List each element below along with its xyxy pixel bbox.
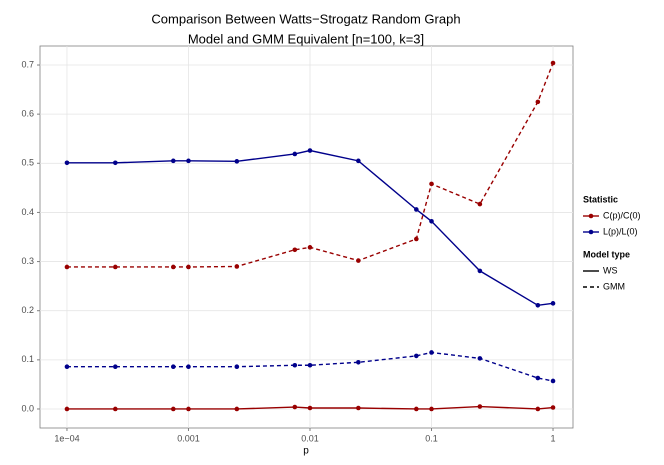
data-point (414, 353, 419, 359)
legend-title: Model type (583, 249, 630, 259)
data-point (477, 268, 483, 274)
data-point (414, 406, 419, 412)
data-point (550, 405, 556, 410)
data-point (550, 378, 556, 384)
legend-label: L(p)/L(0) (603, 226, 638, 236)
data-point (292, 362, 298, 368)
data-point (429, 406, 434, 412)
data-point (429, 181, 434, 187)
x-tick-label: 0.001 (177, 433, 200, 443)
x-tick-label: 0.1 (425, 433, 438, 443)
legend-swatch (588, 213, 594, 219)
data-point (535, 406, 541, 412)
data-point (170, 364, 176, 370)
data-point (113, 406, 118, 412)
y-tick-label: 0.6 (21, 109, 34, 119)
data-point (292, 151, 298, 157)
data-point (170, 406, 176, 412)
data-point (307, 148, 313, 153)
data-point (292, 247, 298, 253)
data-point (234, 159, 240, 164)
data-point (64, 264, 70, 270)
data-point (186, 364, 191, 370)
y-tick-label: 0.1 (21, 354, 34, 364)
data-point (307, 245, 313, 250)
data-point (535, 375, 541, 381)
x-tick-label: 0.01 (301, 433, 319, 443)
data-point (477, 356, 483, 361)
data-point (307, 405, 313, 411)
data-point (356, 158, 361, 164)
data-point (113, 160, 118, 166)
data-point (356, 405, 361, 411)
data-point (356, 360, 361, 365)
data-point (170, 264, 176, 270)
data-point (113, 364, 118, 370)
data-point (356, 258, 361, 263)
legend-label: GMM (603, 281, 625, 291)
data-point (234, 264, 240, 269)
data-point (429, 218, 434, 224)
data-point (186, 264, 191, 270)
data-point (64, 364, 70, 370)
y-tick-label: 0.0 (21, 403, 34, 413)
data-point (477, 201, 483, 207)
data-point (414, 207, 419, 212)
data-point (477, 404, 483, 409)
data-point (307, 362, 313, 368)
chart-title: Model and GMM Equivalent [n=100, k=3] (188, 31, 424, 46)
legend-label: C(p)/C(0) (603, 210, 641, 220)
chart-title: Comparison Between Watts−Strogatz Random… (151, 11, 460, 26)
data-point (186, 406, 191, 412)
data-point (234, 364, 240, 370)
data-point (234, 406, 240, 412)
plot-background (39, 45, 574, 429)
data-point (550, 301, 556, 306)
data-point (292, 404, 298, 410)
legend-title: Statistic (583, 194, 618, 204)
x-tick-label: 1e−04 (54, 433, 79, 443)
data-point (170, 158, 176, 164)
y-tick-label: 0.5 (21, 158, 34, 168)
data-point (64, 406, 70, 412)
y-tick-label: 0.3 (21, 256, 34, 266)
x-tick-label: 1 (551, 433, 556, 443)
data-point (429, 350, 434, 355)
legend-swatch (588, 229, 594, 235)
data-point (550, 60, 556, 66)
y-tick-label: 0.4 (21, 207, 34, 217)
data-point (64, 160, 70, 166)
data-point (186, 158, 191, 164)
x-axis-label: p (303, 446, 309, 457)
data-point (535, 99, 541, 105)
y-tick-label: 0.2 (21, 305, 34, 315)
data-point (535, 303, 541, 308)
data-point (414, 236, 419, 242)
y-tick-label: 0.7 (21, 59, 34, 69)
data-point (113, 264, 118, 270)
legend-label: WS (603, 265, 618, 275)
